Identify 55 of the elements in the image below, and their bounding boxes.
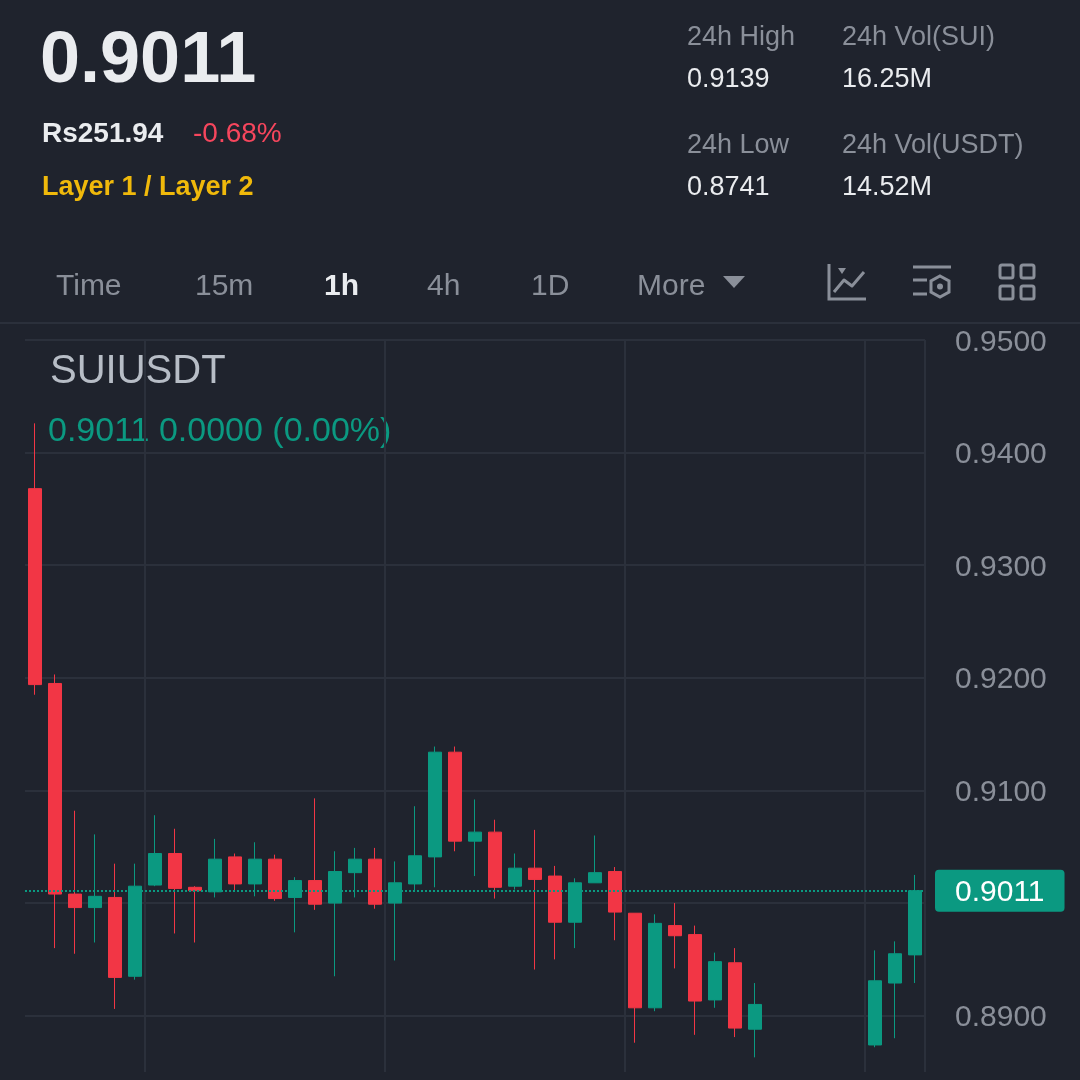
candlestick	[188, 885, 202, 943]
y-tick-label: 0.9100	[955, 773, 1047, 807]
ref-line-label: 0.9011	[955, 874, 1045, 908]
text: 24h High	[687, 21, 796, 52]
annotation: 0.9011 0.0000 (0.00%)	[48, 410, 392, 449]
candlestick	[608, 866, 622, 941]
y-tick-label: 0.9200	[955, 661, 1047, 695]
candlestick	[228, 853, 242, 893]
candlestick	[868, 949, 882, 1048]
candlestick	[668, 902, 682, 969]
text: More	[637, 267, 706, 301]
candlestick	[368, 847, 382, 910]
candlestick	[728, 947, 742, 1038]
candlestick	[488, 819, 502, 900]
y-tick-label: 0.9300	[955, 548, 1047, 582]
text: 0.9139	[687, 63, 770, 94]
candlestick	[168, 828, 182, 934]
candlestick	[628, 912, 642, 1044]
candlestick	[468, 798, 482, 877]
candlestick	[308, 797, 322, 911]
candlestick	[708, 952, 722, 1009]
y-tick-label: 0.9500	[955, 323, 1047, 357]
candlestick	[428, 746, 442, 888]
candlestick	[28, 422, 42, 696]
candlestick	[588, 835, 602, 884]
text: -0.68%	[193, 116, 282, 149]
candlestick	[748, 982, 762, 1058]
candlestick	[108, 863, 122, 1010]
text: 14.52M	[842, 171, 933, 202]
text: 16.25M	[842, 63, 933, 94]
candlestick	[648, 913, 662, 1012]
text: 24h Vol(USDT)	[842, 129, 1024, 160]
text: 24h Low	[687, 129, 790, 160]
text: 24h Vol(SUI)	[842, 21, 996, 52]
text: Time	[56, 267, 122, 301]
y-tick-label: 0.9400	[955, 436, 1047, 470]
chart-title: 0.9011	[40, 17, 257, 98]
candlestick	[528, 829, 542, 971]
candlestick	[148, 814, 162, 887]
annotation: SUIUSDT	[50, 347, 226, 391]
text: 15m	[195, 267, 254, 301]
candlestick	[448, 746, 462, 852]
text: Layer 1 / Layer 2	[42, 171, 254, 202]
candlestick	[548, 865, 562, 960]
text: 1D	[531, 267, 570, 301]
candlestick	[68, 810, 82, 955]
chart-subtitle: Rs251.94	[42, 116, 164, 149]
y-tick-label: 0.8900	[955, 999, 1047, 1033]
candlestick	[48, 673, 62, 949]
text: 0.8741	[687, 171, 770, 202]
text: 4h	[427, 267, 461, 301]
candlestick	[268, 854, 282, 902]
candlestick	[888, 940, 902, 1039]
text: 1h	[324, 267, 360, 301]
candlestick	[688, 925, 702, 1036]
